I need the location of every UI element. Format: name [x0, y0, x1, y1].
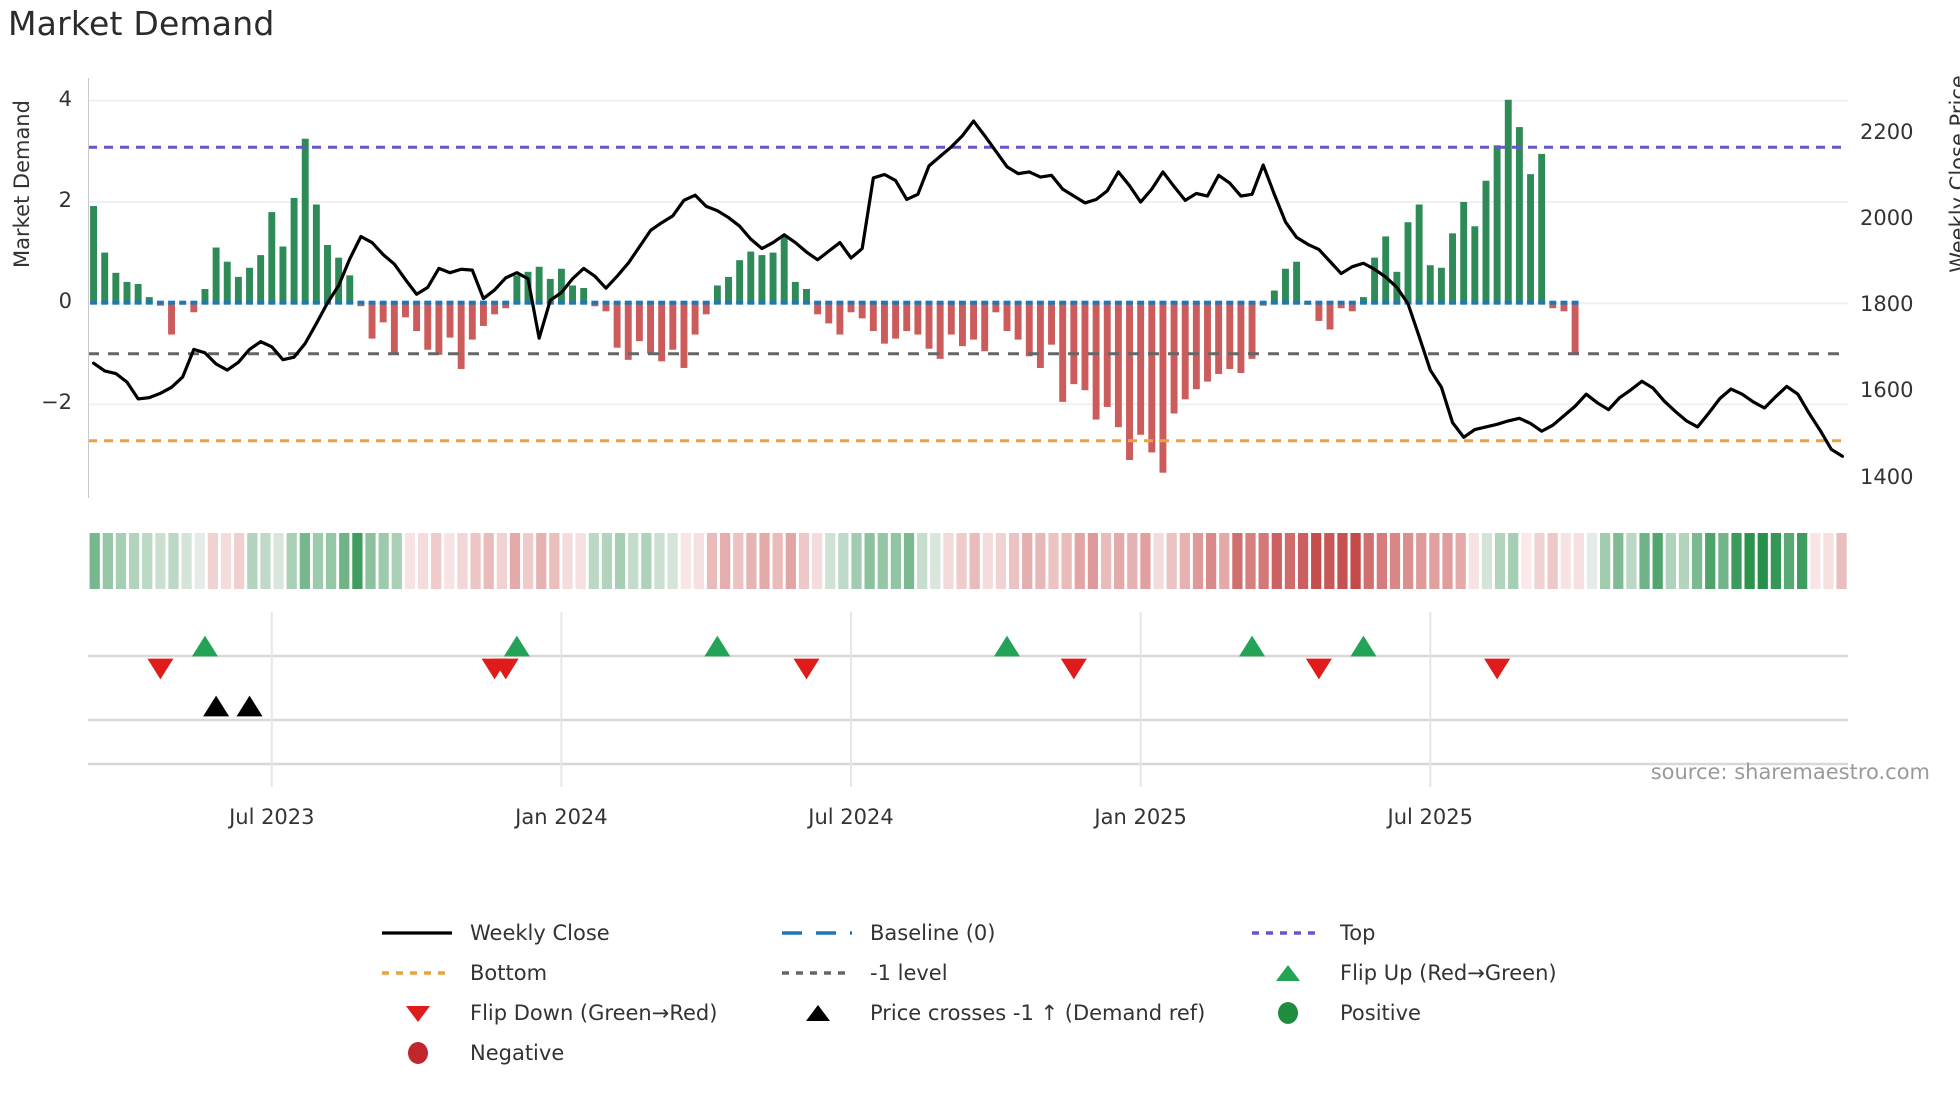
legend-item[interactable]: Baseline (0) [780, 920, 1250, 946]
source-attribution: source: sharemaestro.com [1650, 760, 1930, 784]
signal-markers-area [88, 612, 1848, 762]
chart-legend: Weekly Close Baseline (0) Top Bottom -1 … [380, 920, 1680, 1066]
flip-down-marker [793, 658, 820, 680]
legend-item[interactable]: Top [1250, 920, 1650, 946]
page-title: Market Demand [8, 4, 275, 43]
x-tick: Jul 2023 [229, 805, 315, 829]
legend-label: Price crosses -1 ↑ (Demand ref) [870, 1001, 1206, 1025]
legend-label: Flip Down (Green→Red) [470, 1001, 718, 1025]
y-tick-left: 0 [58, 289, 72, 314]
legend-swatch-weekly-close [380, 920, 454, 946]
price-cross-marker [236, 695, 263, 717]
legend-swatch-top [1250, 920, 1324, 946]
flip-up-marker [1350, 635, 1377, 657]
legend-label: Weekly Close [470, 921, 610, 945]
y-tick-left: 2 [58, 187, 72, 212]
legend-label: Flip Up (Red→Green) [1340, 961, 1557, 985]
price-cross-marker [203, 695, 230, 717]
main-plot-area [88, 78, 1848, 498]
legend-swatch-price-cross [780, 1000, 854, 1026]
legend-item[interactable]: Weekly Close [380, 920, 780, 946]
legend-label: Positive [1340, 1001, 1421, 1025]
flip-up-marker [1239, 635, 1266, 657]
y-tick-right: 1600 [1860, 378, 1914, 403]
flip-up-marker [704, 635, 731, 657]
flip-down-marker [1305, 658, 1332, 680]
y-tick-left: 4 [58, 86, 72, 111]
flip-up-marker [191, 635, 218, 657]
legend-swatch-negative [380, 1040, 454, 1066]
x-tick: Jan 2024 [515, 805, 608, 829]
x-tick: Jan 2025 [1094, 805, 1187, 829]
flip-down-marker [1060, 658, 1087, 680]
legend-item[interactable]: Flip Down (Green→Red) [380, 1000, 780, 1026]
y-tick-right: 1400 [1860, 464, 1914, 489]
y-tick-right: 2000 [1860, 206, 1914, 231]
legend-label: Negative [470, 1041, 565, 1065]
flip-down-marker [492, 658, 519, 680]
legend-swatch-bottom [380, 960, 454, 986]
y-tick-left: −2 [41, 390, 72, 415]
legend-label: Top [1340, 921, 1376, 945]
legend-swatch-minus-one [780, 960, 854, 986]
legend-item[interactable]: Bottom [380, 960, 780, 986]
y-tick-right: 2200 [1860, 120, 1914, 144]
legend-label: Bottom [470, 961, 548, 985]
legend-swatch-flip-down [380, 1000, 454, 1026]
flip-down-marker [147, 658, 174, 680]
legend-item[interactable]: Negative [380, 1040, 780, 1066]
marker-grid-lines [88, 612, 1848, 787]
flip-up-marker [503, 635, 530, 657]
legend-label: -1 level [870, 961, 948, 985]
legend-item[interactable]: Positive [1250, 1000, 1650, 1026]
legend-item[interactable]: Flip Up (Red→Green) [1250, 960, 1650, 986]
legend-swatch-baseline [780, 920, 854, 946]
x-tick: Jul 2024 [808, 805, 894, 829]
demand-heatmap-strip [88, 533, 1848, 598]
legend-swatch-flip-up [1250, 960, 1324, 986]
flip-down-marker [1484, 658, 1511, 680]
legend-item[interactable]: Price crosses -1 ↑ (Demand ref) [780, 1000, 1250, 1026]
legend-swatch-positive [1250, 1000, 1324, 1026]
legend-label: Baseline (0) [870, 921, 996, 945]
legend-item[interactable]: -1 level [780, 960, 1250, 986]
x-tick: Jul 2025 [1387, 805, 1473, 829]
y-axis-right-label: Weekly Close Price [1946, 75, 1960, 273]
y-tick-right: 1800 [1860, 292, 1914, 317]
flip-up-marker [993, 635, 1020, 657]
